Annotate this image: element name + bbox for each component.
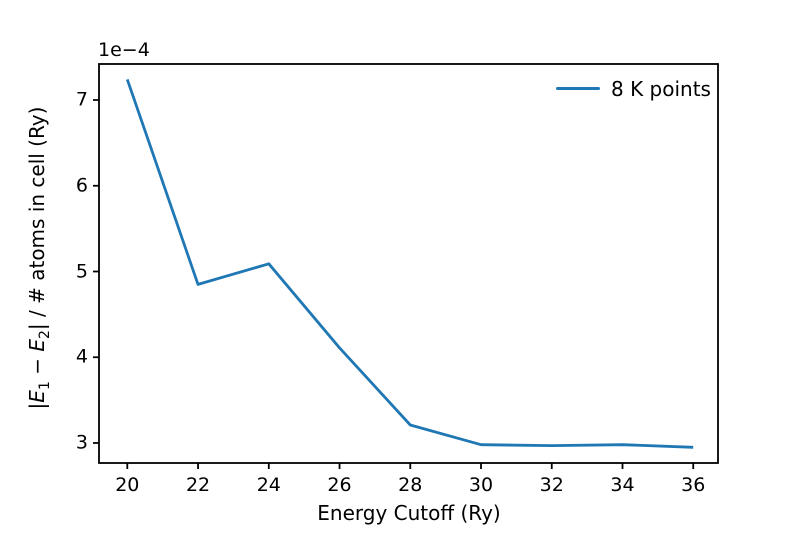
y-axis-label: |E1 − E2| / # atoms in cell (Ry) <box>25 106 53 410</box>
x-tick-label: 28 <box>398 474 423 496</box>
x-axis-label: Energy Cutoff (Ry) <box>317 501 501 525</box>
legend: 8 K points <box>556 76 711 101</box>
tick-marks <box>93 99 695 469</box>
y-tick-label: 7 <box>75 88 88 111</box>
legend-label: 8 K points <box>611 76 711 101</box>
y-tick-label: 4 <box>75 345 88 368</box>
axes-spines <box>98 63 719 464</box>
x-tick-label: 24 <box>256 474 281 496</box>
data-line <box>125 78 694 449</box>
y-tick-label: 5 <box>75 260 88 283</box>
x-tick-label: 22 <box>185 474 211 496</box>
x-tick-label: 26 <box>327 474 352 496</box>
x-tick-label: 20 <box>115 474 140 496</box>
legend-line-sample <box>556 87 600 90</box>
x-tick-label: 36 <box>681 474 706 496</box>
y-tick-label: 3 <box>75 431 88 454</box>
x-tick-label: 30 <box>468 474 494 496</box>
x-tick-label: 32 <box>539 474 564 496</box>
y-axis-offset-text: 1e−4 <box>98 39 150 61</box>
x-tick-label: 34 <box>610 474 635 496</box>
y-tick-label: 6 <box>75 174 88 197</box>
